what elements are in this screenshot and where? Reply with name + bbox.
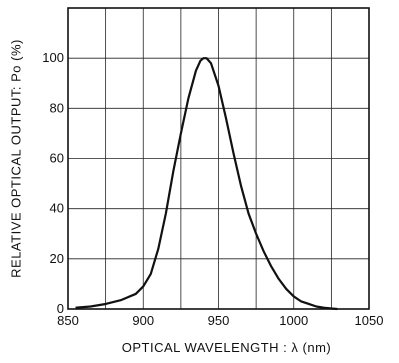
grid	[68, 8, 369, 309]
y-tick-label: 20	[50, 251, 64, 266]
y-axis-title: RELATIVE OPTICAL OUTPUT: Po (%)	[9, 39, 24, 278]
x-tick-label: 1000	[279, 313, 308, 328]
x-tick-label: 900	[132, 313, 154, 328]
x-tick-label: 850	[57, 313, 79, 328]
y-tick-label: 60	[50, 151, 64, 166]
x-tick-label: 1050	[355, 313, 384, 328]
curve-layer	[75, 57, 338, 311]
x-tick-label: 950	[208, 313, 230, 328]
y-tick-label: 40	[50, 201, 64, 216]
y-tick-label: 0	[57, 301, 64, 316]
y-tick-label: 80	[50, 100, 64, 115]
x-axis-title: OPTICAL WAVELENGTH : λ (nm)	[122, 340, 331, 355]
tick-labels: 850 900 950 1000 1050 0 20 40 60 80 100	[42, 50, 383, 328]
series-line	[75, 57, 338, 311]
y-tick-label: 100	[42, 50, 64, 65]
plot-frame	[67, 7, 370, 310]
